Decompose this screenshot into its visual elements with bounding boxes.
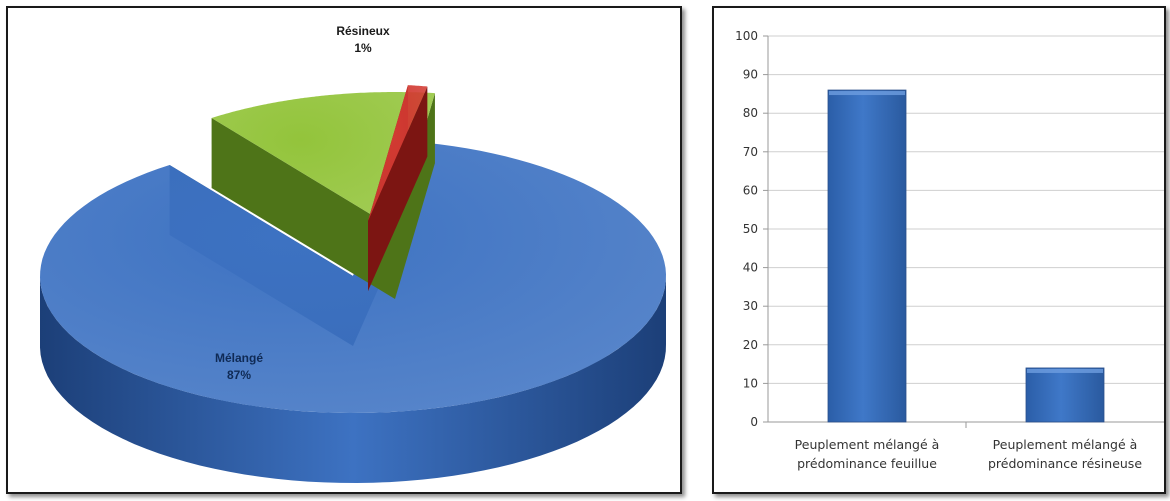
pie-slice-resineux xyxy=(368,85,428,291)
x-category-label: Peuplement mélangé à xyxy=(795,437,940,452)
pie-top-resineux xyxy=(368,85,428,221)
y-tick-label: 50 xyxy=(743,222,758,236)
bar-highlight xyxy=(829,91,905,96)
pie-pct-resineux: 1% xyxy=(354,41,372,55)
bar-highlight xyxy=(1027,368,1103,373)
bar-chart-panel: 0 10 20 30 40 50 60 70 80 90 100 Peuplement mélangé… xyxy=(712,6,1166,494)
y-tick-label: 70 xyxy=(743,145,758,159)
y-tick-label: 30 xyxy=(743,299,758,313)
y-tick-label: 100 xyxy=(735,29,758,43)
y-tick-label: 60 xyxy=(743,183,758,197)
pie-cut-face-resineux xyxy=(368,86,428,291)
pie-cut-face-feuillu xyxy=(211,117,395,299)
pie-label-melange: Mélangé xyxy=(215,351,263,365)
y-tick-label: 40 xyxy=(743,261,758,275)
pie-pct-melange: 87% xyxy=(227,368,251,382)
bar-2 xyxy=(1025,367,1105,423)
pie-slice-melange xyxy=(40,141,666,483)
bar-chart: 0 10 20 30 40 50 60 70 80 90 100 Peuplement mélangé… xyxy=(735,29,1164,471)
y-tick-label: 80 xyxy=(743,106,758,120)
pie-label-feuillu: Feuillu xyxy=(434,75,473,89)
x-category-label: Peuplement mélangé à xyxy=(993,437,1138,452)
y-tick-label: 0 xyxy=(750,415,758,429)
x-category-label: prédominance résineuse xyxy=(988,456,1142,471)
pie-label-resineux: Résineux xyxy=(336,24,390,38)
y-tick-label: 10 xyxy=(743,376,758,390)
x-category-label: prédominance feuillue xyxy=(797,456,937,471)
pie-top-melange xyxy=(40,141,666,413)
bar-1 xyxy=(827,89,907,423)
pie-chart-panel: Mélangé 87% Feuillu 12% Résineux 1% xyxy=(6,6,682,494)
pie-chart: Mélangé 87% Feuillu 12% Résineux 1% xyxy=(40,24,666,483)
y-tick-label: 90 xyxy=(743,68,758,82)
pie-pct-feuillu: 12% xyxy=(441,92,465,106)
pie-side-melange xyxy=(40,274,666,483)
y-tick-label: 20 xyxy=(743,338,758,352)
